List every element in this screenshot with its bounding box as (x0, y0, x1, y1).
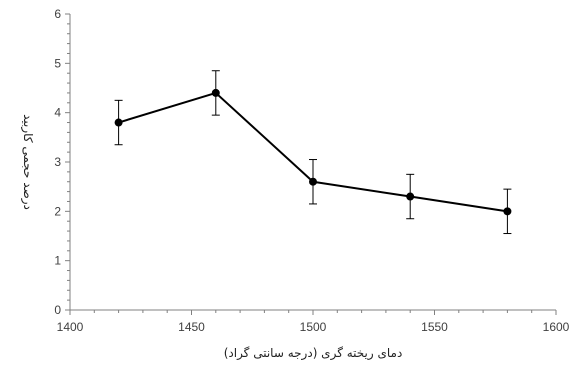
x-tick-label: 1500 (300, 320, 327, 334)
data-points (114, 88, 512, 216)
y-tick-label: 2 (54, 204, 61, 218)
y-tick-label: 1 (54, 254, 61, 268)
y-tick-label: 4 (54, 106, 61, 120)
data-point (406, 192, 415, 201)
data-point (503, 207, 512, 216)
y-tick-label: 3 (54, 155, 61, 169)
y-axis-title: درصد حجمی کاربید (20, 114, 35, 210)
error-bars (114, 70, 512, 235)
x-axis-title: دمای ریخته گری (درجه سانتی گراد) (224, 346, 403, 361)
x-tick-label: 1400 (57, 320, 84, 334)
y-tick-label: 5 (54, 56, 61, 70)
y-tick-label: 6 (54, 7, 61, 21)
tick-labels: 0 1 2 3 4 5 6 1400 1450 1500 1550 1600 (54, 7, 569, 334)
x-tick-label: 1600 (543, 320, 570, 334)
ticks (65, 13, 557, 315)
y-tick-label: 0 (54, 303, 61, 317)
data-point (211, 88, 220, 97)
data-point (114, 118, 123, 127)
data-point (309, 177, 317, 186)
x-tick-label: 1450 (178, 320, 205, 334)
x-tick-label: 1550 (421, 320, 448, 334)
